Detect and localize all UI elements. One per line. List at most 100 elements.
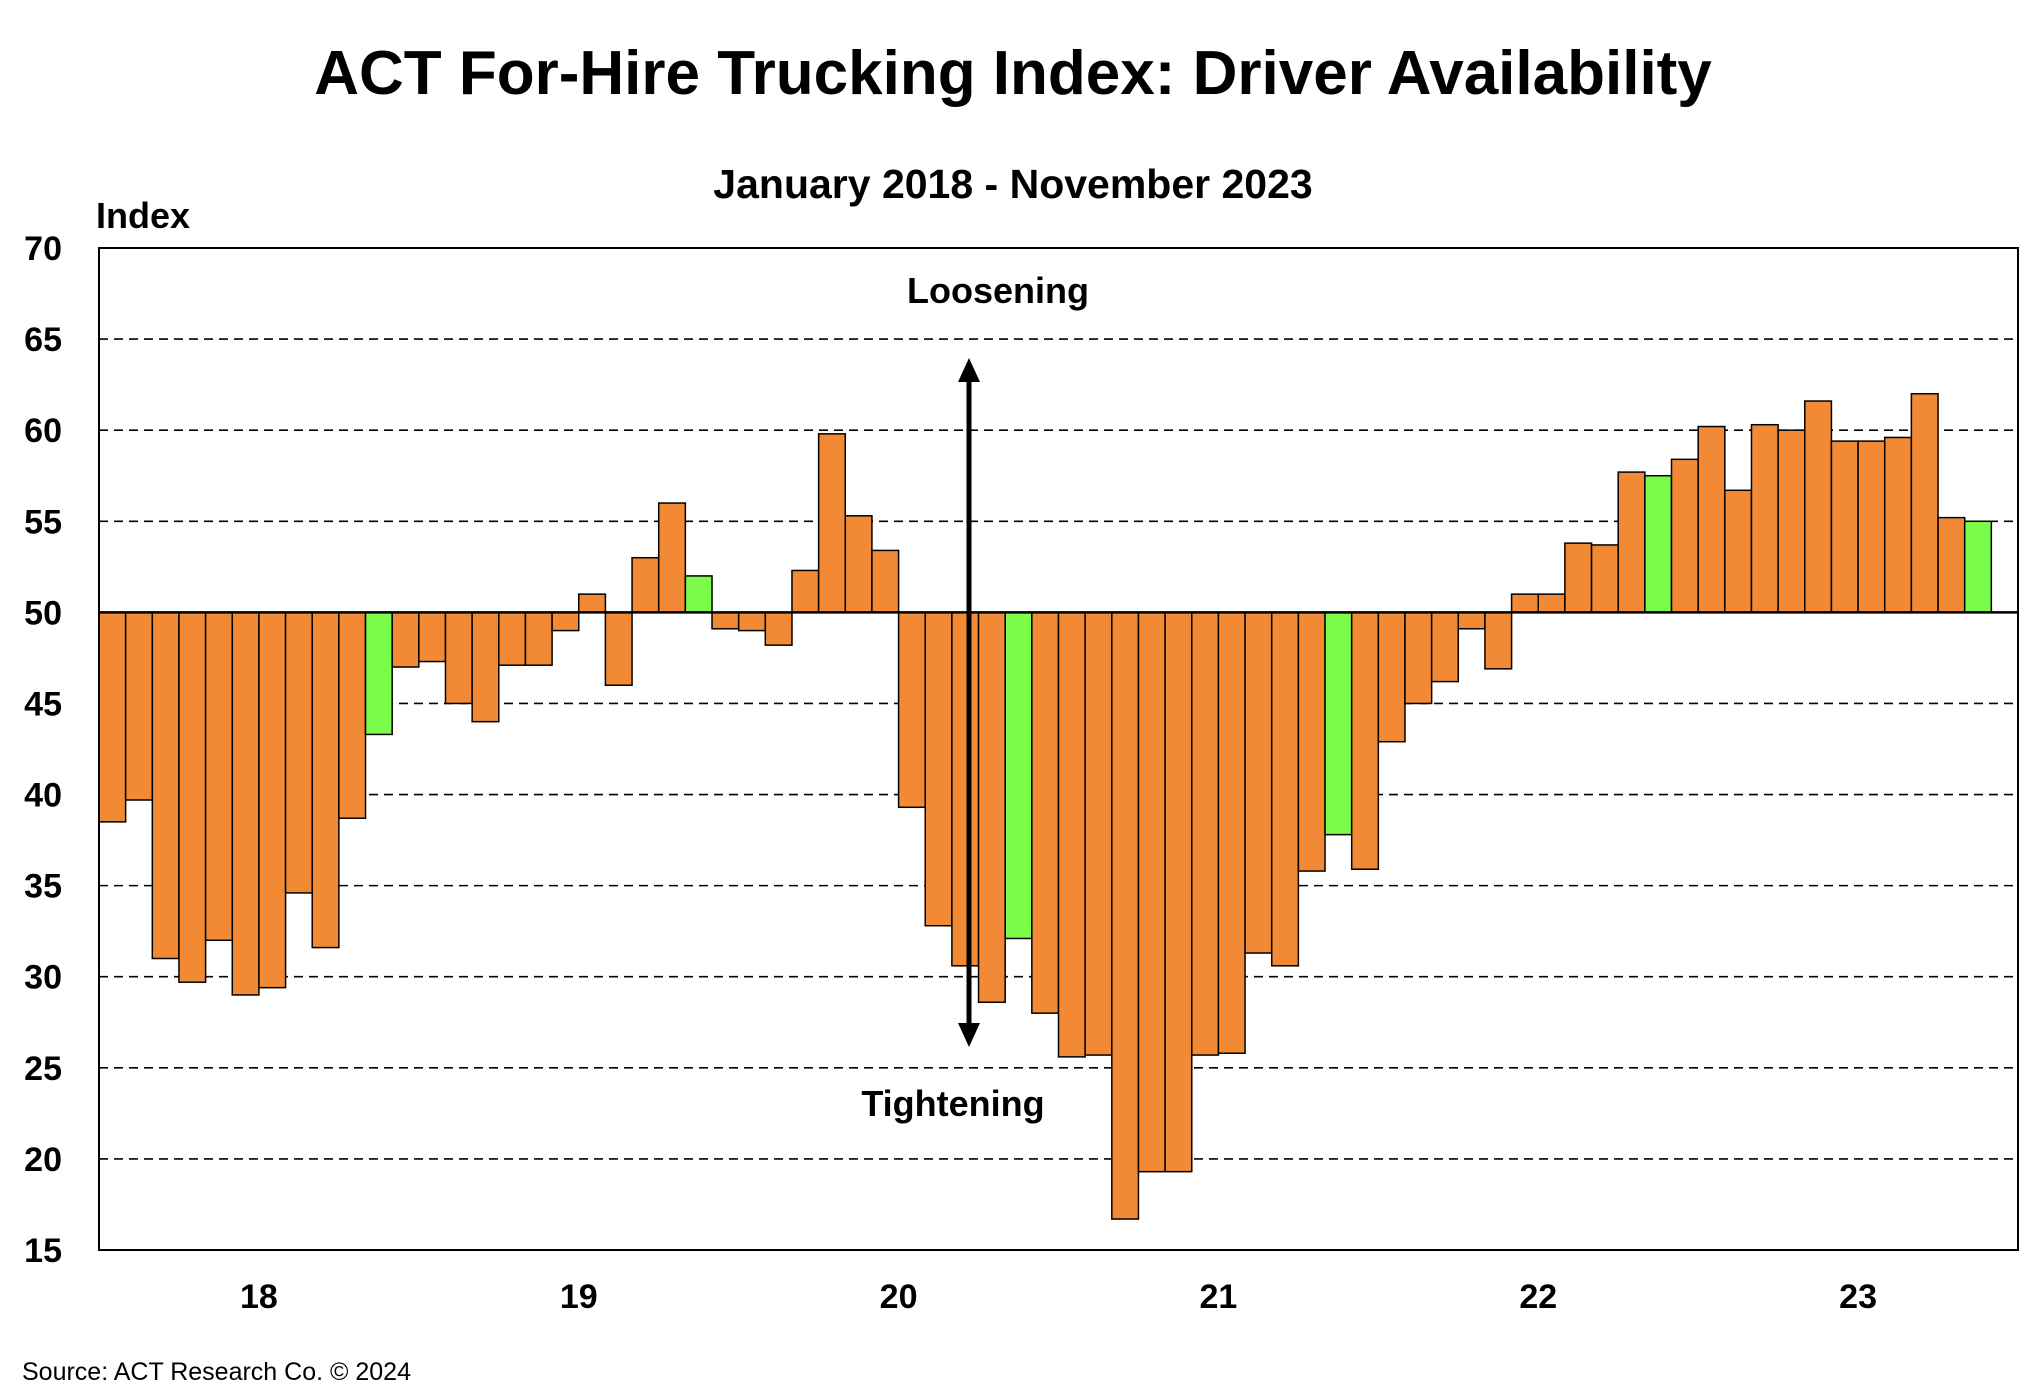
bar [258, 611, 287, 989]
bar [1377, 611, 1406, 743]
y-axis-label: Index [96, 195, 190, 236]
x-tick-label: 22 [1519, 1278, 1557, 1316]
bar [764, 611, 793, 646]
bar [551, 611, 580, 632]
bar [1457, 611, 1486, 630]
source-note: Source: ACT Research Co. © 2024 [22, 1358, 411, 1386]
chart-title: ACT For-Hire Trucking Index: Driver Avai… [314, 39, 1712, 108]
bar [791, 569, 820, 614]
bar [684, 575, 713, 614]
bar [1217, 611, 1246, 1054]
loosening-label: Loosening [907, 270, 1089, 311]
bar [1670, 458, 1699, 614]
y-tick-label: 30 [24, 959, 62, 997]
y-tick-label: 70 [24, 230, 62, 268]
y-tick-label: 45 [24, 685, 62, 723]
bar [178, 611, 207, 983]
bar [1777, 429, 1806, 614]
y-tick-label: 15 [24, 1232, 62, 1270]
bar [1430, 611, 1460, 683]
bar [737, 611, 767, 632]
bar [897, 611, 926, 809]
x-tick-label: 23 [1839, 1278, 1877, 1316]
bar [924, 611, 953, 927]
y-tick-label: 35 [24, 868, 62, 906]
tightening-label: Tightening [861, 1083, 1044, 1124]
bar [1910, 392, 1939, 614]
bar [1590, 544, 1619, 614]
bar [631, 556, 660, 614]
plot-border [98, 247, 2019, 1251]
bar [977, 611, 1006, 1003]
bar [657, 502, 687, 614]
bar [1963, 520, 1993, 614]
bar [471, 611, 500, 723]
bar [1191, 611, 1220, 1056]
bar [1804, 400, 1833, 614]
y-tick-label: 40 [24, 777, 62, 815]
bar [498, 611, 527, 666]
bar [1484, 611, 1513, 670]
bar [1857, 440, 1886, 614]
bars [98, 392, 1993, 1220]
bar [1084, 611, 1113, 1056]
y-tick-label: 60 [24, 412, 62, 450]
bar [1724, 489, 1753, 614]
bar [418, 611, 447, 663]
y-tick-label: 20 [24, 1141, 62, 1179]
bar [1564, 542, 1593, 614]
bar [1350, 611, 1380, 870]
x-tick-label: 18 [240, 1278, 278, 1316]
bar [871, 549, 900, 614]
bar [1057, 611, 1086, 1058]
bar [1031, 611, 1060, 1014]
plot-frame [98, 247, 2019, 1251]
bar [364, 611, 393, 736]
x-tick-label: 20 [880, 1278, 918, 1316]
chart-subtitle: January 2018 - November 2023 [713, 161, 1312, 207]
bar [1164, 611, 1193, 1173]
bar [1937, 516, 1966, 614]
direction-arrow [958, 358, 980, 1047]
bar [444, 611, 473, 705]
bar [604, 611, 633, 686]
bar [124, 611, 154, 801]
bar [578, 593, 607, 614]
arrow-down-head [958, 1023, 980, 1047]
bar [338, 611, 367, 819]
bar [391, 611, 420, 668]
bar [1404, 611, 1433, 705]
bar [98, 611, 127, 823]
x-tick-labels: 18 19 20 21 22 23 [240, 1278, 1877, 1316]
bar [1537, 593, 1566, 614]
bar [951, 611, 980, 967]
y-tick-labels: 15 20 25 30 35 40 45 50 55 60 65 70 [24, 230, 62, 1270]
bar [817, 433, 847, 614]
bar [1510, 593, 1539, 614]
bar [1111, 611, 1140, 1220]
bar [204, 611, 234, 942]
y-tick-label: 50 [24, 594, 62, 632]
bar [1270, 611, 1300, 967]
bar [1004, 611, 1033, 940]
bar [151, 611, 180, 960]
bar [1883, 436, 1913, 614]
arrow-up-head [958, 358, 980, 382]
bar [1644, 474, 1673, 614]
bar [1697, 425, 1726, 614]
y-tick-label: 25 [24, 1050, 62, 1088]
bar [1137, 611, 1166, 1173]
bar [1830, 440, 1859, 614]
bar [1297, 611, 1326, 872]
bar [1244, 611, 1273, 954]
bar [711, 611, 740, 630]
bar [311, 611, 340, 949]
bar [231, 611, 260, 996]
bar [1324, 611, 1353, 836]
bar [1750, 423, 1779, 614]
bar [1617, 471, 1646, 614]
bar [524, 611, 553, 666]
bar [284, 611, 313, 894]
x-tick-label: 21 [1200, 1278, 1238, 1316]
